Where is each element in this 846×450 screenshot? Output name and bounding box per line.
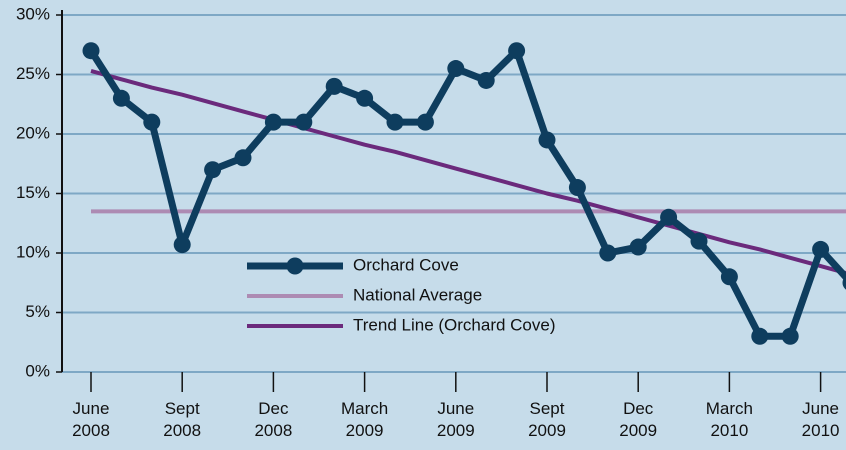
- series-line: [90, 69, 846, 276]
- x-tick-label: June 2008: [72, 399, 110, 440]
- x-tick-label: March 2009: [340, 399, 389, 440]
- y-tick-label: 5%: [25, 302, 50, 321]
- point: [356, 89, 374, 107]
- x-tick-label: June 2009: [436, 399, 475, 440]
- point: [842, 275, 846, 290]
- point: [82, 42, 100, 60]
- point: [599, 244, 617, 262]
- point: [660, 208, 678, 226]
- point: [720, 268, 738, 286]
- point: [234, 149, 252, 167]
- point: [325, 77, 343, 95]
- point: [112, 89, 130, 107]
- y-tick-label: 0%: [25, 361, 50, 380]
- point: [538, 131, 556, 149]
- point: [629, 238, 647, 256]
- point: [386, 113, 404, 131]
- y-tick-label: 15%: [16, 183, 50, 202]
- x-tick-label: Sept 2008: [163, 399, 202, 440]
- legend-label: Trend Line (Orchard Cove): [353, 315, 556, 334]
- point: [264, 113, 282, 131]
- y-tick-label: 20%: [16, 123, 50, 142]
- y-tick-label: 25%: [16, 64, 50, 83]
- point: [295, 113, 313, 131]
- point: [477, 71, 495, 89]
- x-tick-label: Dec 2008: [254, 399, 293, 440]
- y-tick-label: 30%: [16, 4, 50, 23]
- legend-label: Orchard Cove: [353, 255, 459, 274]
- legend-marker: [286, 257, 304, 275]
- point: [508, 42, 526, 60]
- point: [812, 240, 830, 258]
- point: [751, 327, 769, 345]
- x-tick-label: June 2010: [801, 399, 840, 440]
- point: [416, 113, 434, 131]
- point: [781, 327, 799, 345]
- point: [690, 232, 708, 250]
- y-tick-label: 10%: [16, 242, 50, 261]
- point: [568, 179, 586, 197]
- point: [173, 236, 191, 254]
- legend-label: National Average: [353, 285, 482, 304]
- x-tick-label: Sept 2009: [528, 399, 566, 440]
- point: [447, 60, 465, 78]
- x-tick-label: March 2010: [705, 399, 754, 440]
- point: [204, 161, 222, 179]
- point: [143, 113, 161, 131]
- x-tick-label: Dec 2009: [619, 399, 658, 440]
